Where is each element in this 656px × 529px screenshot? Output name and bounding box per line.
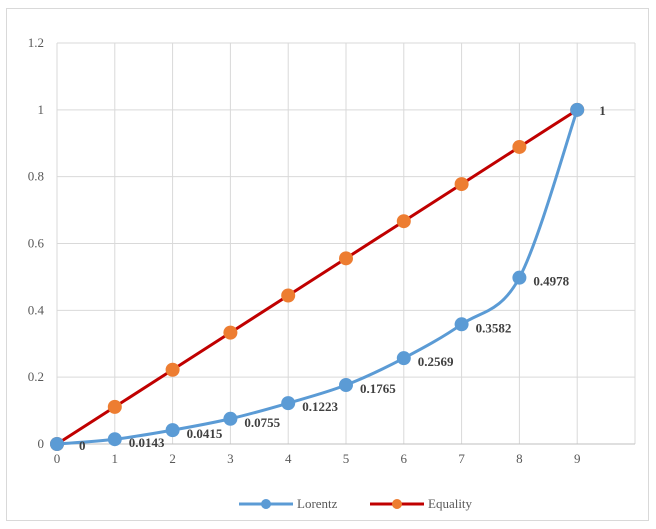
y-tick-label: 1.2 (28, 35, 44, 50)
lorentz-legend-label: Lorentz (297, 496, 338, 511)
lorentz-legend-marker (261, 499, 271, 509)
equality-point (396, 214, 411, 229)
x-tick-label: 0 (54, 451, 61, 466)
y-tick-label: 0 (38, 436, 45, 451)
lorentz-point (512, 270, 527, 285)
lorentz-point (281, 396, 296, 411)
equality-point (165, 362, 180, 377)
equality-legend-label: Equality (428, 496, 473, 511)
x-tick-label: 1 (112, 451, 119, 466)
x-tick-label: 5 (343, 451, 350, 466)
y-tick-label: 0.2 (28, 369, 44, 384)
equality-point (281, 288, 296, 303)
equality-legend-marker (392, 499, 402, 509)
y-tick-label: 1 (38, 102, 45, 117)
y-tick-label: 0.8 (28, 169, 44, 184)
lorentz-data-label: 0.0415 (187, 426, 223, 441)
y-tick-label: 0.6 (28, 236, 45, 251)
lorentz-data-label: 0.2569 (418, 354, 454, 369)
series-layer (50, 102, 585, 451)
lorentz-data-label: 0.4978 (533, 274, 569, 289)
lorentz-data-label: 0.3582 (476, 320, 512, 335)
y-tick-label: 0.4 (28, 302, 45, 317)
x-tick-label: 2 (169, 451, 176, 466)
lorentz-point (50, 437, 64, 451)
lorentz-point (223, 411, 238, 426)
x-tick-label: 9 (574, 451, 581, 466)
chart-frame: 0 0.2 0.4 0.6 0.8 1 1.2 0 1 2 3 4 5 6 7 8 9 0 0.0143 0.041… (6, 8, 649, 521)
lorentz-point (107, 432, 122, 447)
lorentz-data-label: 0.1765 (360, 381, 396, 396)
lorentz-point (454, 317, 469, 332)
equality-point (223, 325, 238, 340)
x-tick-label: 6 (401, 451, 408, 466)
x-tick-label: 4 (285, 451, 292, 466)
x-tick-label: 3 (227, 451, 234, 466)
x-tick-label: 8 (516, 451, 523, 466)
lorentz-chart: 0 0.2 0.4 0.6 0.8 1 1.2 0 1 2 3 4 5 6 7 8 9 0 0.0143 0.041… (28, 35, 636, 511)
grid-lines (57, 42, 636, 444)
lorentz-data-label: 1 (599, 103, 606, 118)
lorentz-data-label: 0.1223 (302, 399, 338, 414)
lorentz-point (396, 351, 411, 366)
lorentz-data-label: 0 (79, 438, 86, 453)
lorentz-point (570, 102, 585, 117)
equality-point (454, 177, 469, 192)
equality-series-line (56, 108, 579, 446)
equality-point (107, 399, 122, 414)
lorentz-data-label: 0.0755 (244, 415, 280, 430)
data-labels: 0 0.0143 0.0415 0.0755 0.1223 0.1765 0.2569 0.3… (79, 103, 606, 453)
axes: 0 0.2 0.4 0.6 0.8 1 1.2 0 1 2 3 4 5 6 7 8 9 (28, 35, 635, 466)
lorentz-point (339, 378, 353, 393)
equality-point (339, 251, 353, 266)
lorentz-point (165, 423, 180, 438)
equality-point (512, 139, 527, 154)
x-tick-label: 7 (458, 451, 465, 466)
legend: Lorentz Equality (239, 496, 473, 511)
lorentz-data-label: 0.0143 (129, 435, 165, 450)
